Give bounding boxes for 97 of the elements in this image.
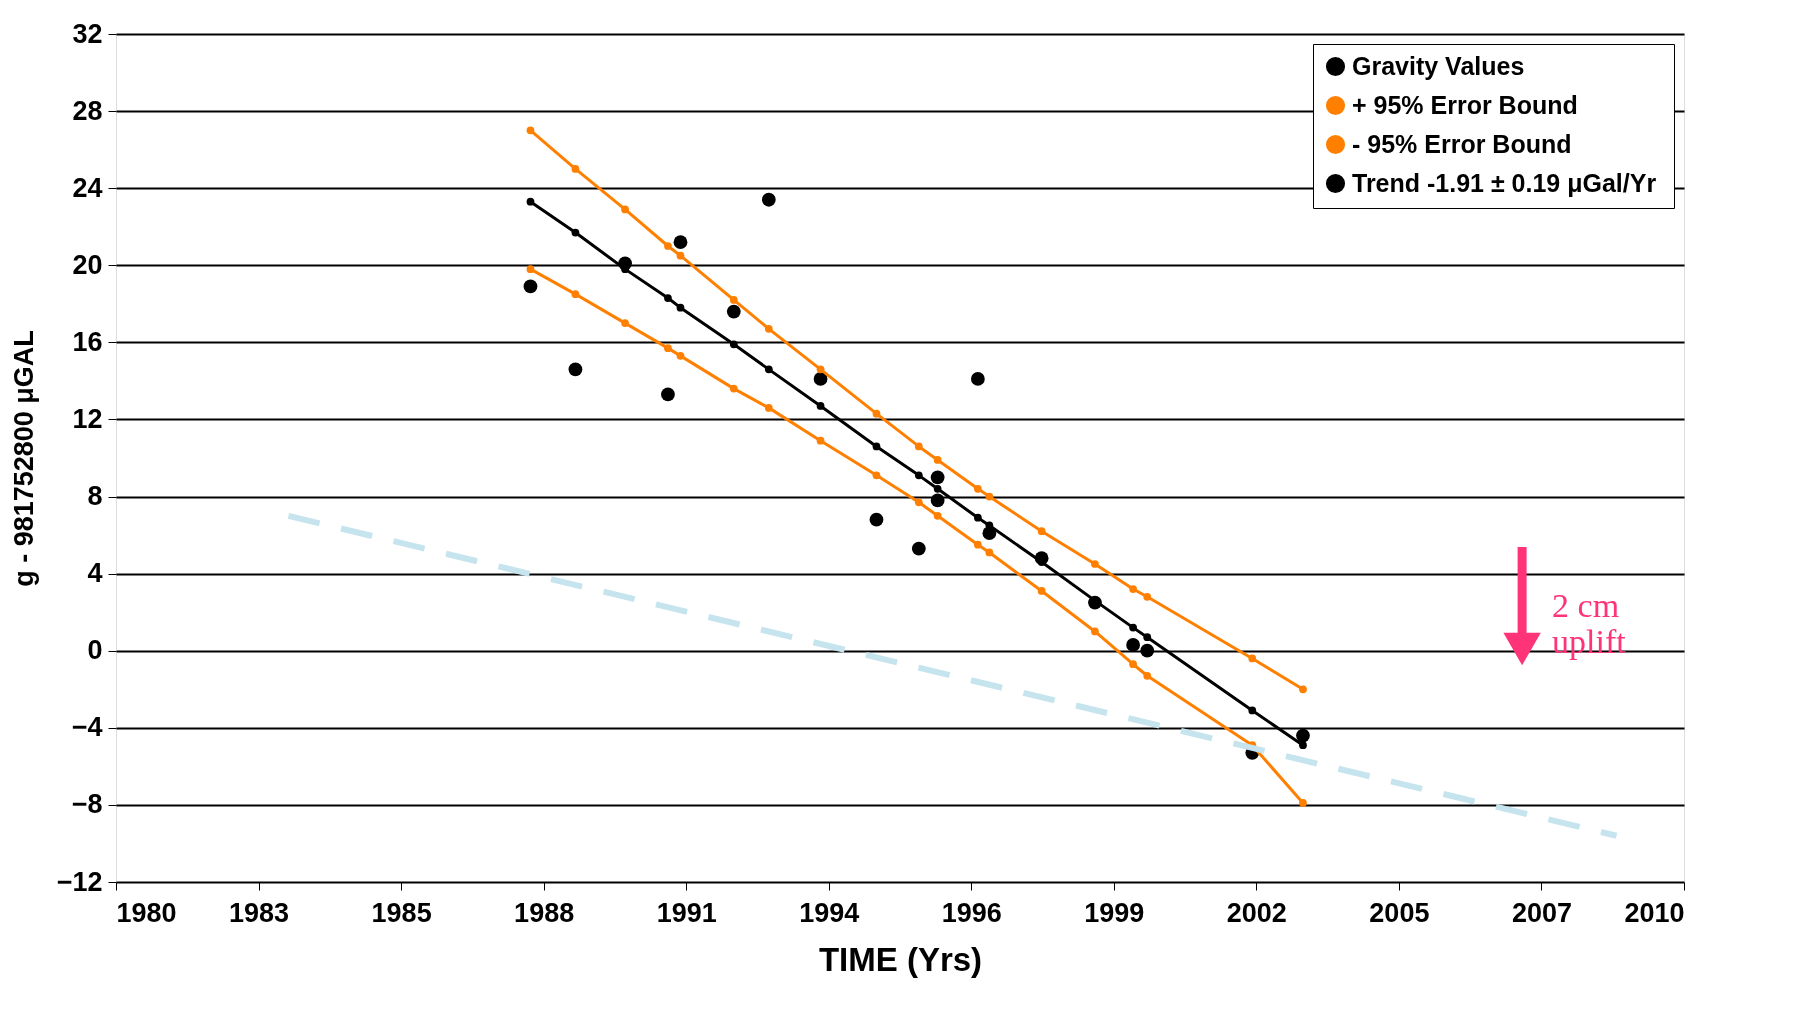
y-tick-label: −12 — [56, 866, 103, 897]
x-tick-label: 2002 — [1226, 897, 1287, 928]
point — [914, 498, 923, 507]
point — [1091, 560, 1099, 568]
point — [1299, 799, 1307, 807]
point — [526, 126, 535, 135]
point — [1143, 592, 1152, 601]
x-tick-label: 1994 — [799, 897, 860, 928]
point — [526, 197, 535, 206]
point — [974, 513, 982, 522]
x-tick-label: 2007 — [1511, 897, 1573, 928]
point — [872, 471, 881, 480]
y-tick-label: 32 — [72, 18, 103, 49]
x-tick-label: 2010 — [1624, 897, 1685, 928]
y-tick-label: 12 — [72, 403, 103, 434]
point — [1126, 638, 1140, 652]
x-tick-label: 1988 — [514, 897, 575, 928]
point — [1299, 741, 1307, 750]
point — [974, 484, 982, 493]
point — [673, 235, 688, 250]
point — [1296, 728, 1310, 743]
point — [571, 165, 580, 173]
y-tick-label: 20 — [72, 249, 103, 280]
y-tick-label: 0 — [87, 635, 103, 666]
point — [526, 265, 535, 273]
y-tick-label: −4 — [71, 712, 103, 743]
point — [970, 372, 985, 386]
x-tick-label: 1996 — [941, 897, 1002, 928]
point — [911, 541, 926, 556]
legend-label: - 95% Error Bound — [1352, 129, 1572, 158]
point — [1143, 671, 1152, 680]
point — [869, 512, 884, 527]
point — [571, 228, 580, 237]
y-tick-label: 4 — [87, 558, 103, 589]
point — [1140, 643, 1155, 658]
point — [872, 442, 881, 451]
point — [523, 279, 538, 294]
point — [1129, 623, 1137, 632]
point — [621, 319, 629, 327]
point — [729, 296, 738, 304]
point — [914, 471, 923, 480]
point — [664, 242, 672, 250]
point — [872, 409, 881, 418]
point — [933, 456, 942, 464]
legend-label: Gravity Values — [1352, 51, 1525, 80]
point — [1129, 585, 1137, 593]
point — [729, 340, 738, 349]
point — [933, 484, 942, 493]
x-tick-label: 1991 — [656, 897, 717, 928]
legend-label: Trend -1.91 ± 0.19 μGal/Yr — [1352, 168, 1657, 197]
point — [933, 511, 942, 520]
y-tick-label: −8 — [71, 789, 103, 820]
point — [816, 402, 825, 410]
point — [568, 362, 583, 377]
point — [1129, 660, 1137, 669]
x-tick-label: 1985 — [371, 897, 432, 928]
point — [914, 442, 923, 451]
point — [621, 205, 629, 214]
point — [664, 344, 672, 353]
point — [985, 548, 994, 557]
point — [676, 303, 685, 312]
y-axis-title: g - 981752800 μGAL — [8, 330, 39, 587]
point — [1299, 685, 1307, 694]
x-tick-label: 2005 — [1369, 897, 1430, 928]
point — [974, 540, 982, 549]
x-tick-label: 1983 — [228, 897, 290, 928]
point — [1248, 706, 1257, 715]
point — [930, 470, 945, 485]
point — [813, 372, 828, 386]
y-tick-label: 28 — [72, 95, 103, 126]
point — [661, 387, 675, 402]
point — [729, 384, 738, 393]
x-tick-label: 1980 — [116, 897, 177, 928]
point — [726, 304, 741, 319]
y-tick-label: 16 — [72, 326, 103, 357]
point — [676, 251, 685, 260]
point — [1037, 527, 1046, 536]
x-tick-label: 1999 — [1084, 897, 1145, 928]
point — [764, 365, 773, 374]
x-axis-title: TIME (Yrs) — [818, 940, 983, 978]
y-tick-label: 8 — [87, 481, 103, 512]
y-tick-label: 24 — [72, 172, 103, 203]
point — [764, 404, 773, 412]
point — [1248, 654, 1257, 663]
point — [816, 365, 825, 374]
point — [571, 290, 580, 299]
point — [1037, 587, 1046, 595]
point — [764, 325, 773, 333]
point — [1143, 633, 1152, 642]
point — [930, 493, 945, 508]
point — [761, 192, 776, 207]
point — [985, 492, 994, 501]
point — [1091, 627, 1099, 636]
point — [676, 351, 685, 360]
point — [816, 436, 825, 445]
legend-label: + 95% Error Bound — [1352, 90, 1578, 119]
point — [664, 294, 672, 302]
